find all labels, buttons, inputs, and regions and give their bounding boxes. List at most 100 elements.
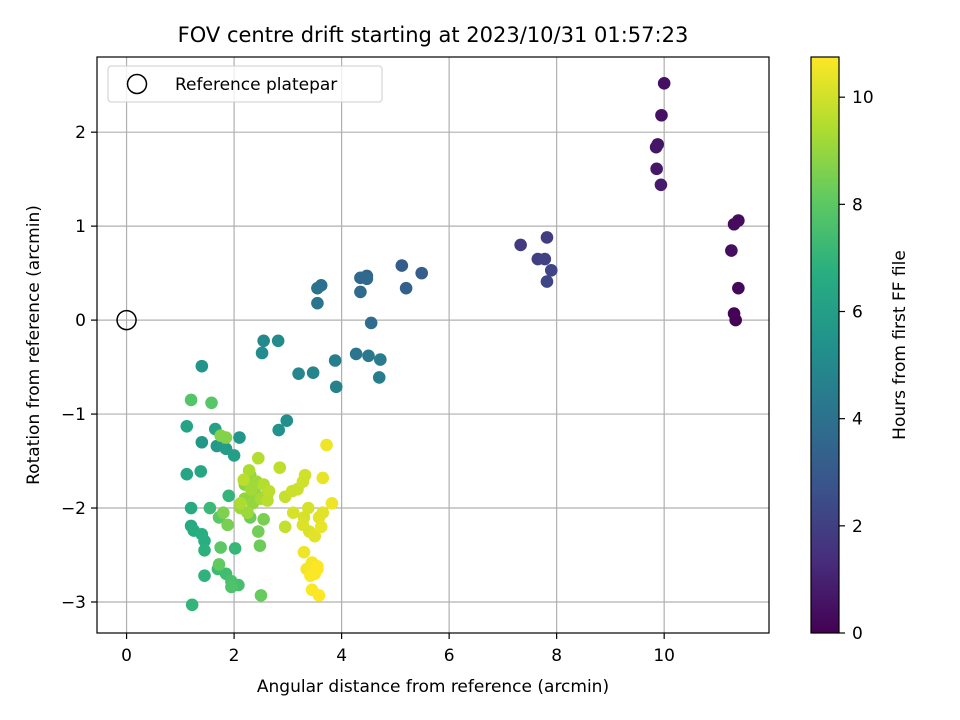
data-point: [278, 520, 292, 534]
legend: Reference platepar: [107, 65, 383, 103]
data-point: [221, 518, 234, 532]
x-tick-label: 6: [444, 646, 455, 666]
data-point: [654, 178, 668, 192]
data-point: [301, 501, 315, 515]
data-point: [395, 259, 409, 272]
data-point: [732, 281, 745, 295]
colorbar-frame: [810, 56, 840, 634]
data-point: [233, 431, 246, 444]
colorbar-tick-label: 2: [852, 517, 863, 537]
data-point: [312, 589, 326, 602]
data-point: [650, 162, 663, 176]
data-point: [198, 544, 211, 557]
data-point: [374, 353, 387, 366]
data-point: [657, 77, 671, 90]
data-point: [311, 559, 324, 573]
data-point: [242, 464, 256, 477]
data-point: [349, 347, 363, 361]
data-point: [314, 520, 328, 534]
colorbar-tick-label: 6: [852, 303, 863, 323]
data-point: [214, 429, 227, 442]
data-point: [180, 467, 194, 481]
x-tick-label: 0: [121, 646, 132, 666]
y-tick-label: −3: [61, 593, 86, 613]
data-point: [227, 449, 241, 462]
data-point: [725, 244, 738, 257]
legend-marker-icon: [126, 73, 148, 95]
data-point: [364, 316, 378, 330]
data-point: [292, 367, 305, 380]
data-point: [217, 506, 230, 520]
colorbar-tick-label: 0: [852, 624, 863, 644]
data-point: [180, 419, 194, 433]
data-point: [360, 272, 374, 286]
data-point: [298, 468, 312, 482]
data-point: [262, 484, 276, 498]
data-point: [727, 217, 741, 231]
data-point: [251, 525, 265, 538]
colorbar-tick-label: 4: [852, 410, 863, 430]
data-point: [257, 513, 270, 526]
data-point: [222, 489, 236, 503]
data-point: [372, 371, 386, 384]
data-point: [203, 501, 217, 515]
data-point: [184, 393, 198, 407]
data-point: [544, 263, 558, 277]
data-point: [195, 359, 209, 373]
y-tick-label: 0: [75, 311, 86, 331]
data-point: [198, 569, 211, 582]
scatter-points: [180, 77, 745, 612]
data-point: [185, 598, 199, 612]
data-point: [329, 380, 343, 394]
data-point: [311, 281, 324, 295]
data-point: [354, 285, 367, 299]
data-point: [253, 539, 267, 552]
data-point: [205, 396, 218, 410]
data-point: [234, 497, 247, 510]
x-axis-ticks: 0 2 4 6 8 10: [121, 633, 675, 666]
colorbar: [811, 57, 839, 633]
data-point: [254, 589, 268, 602]
y-axis-label: Rotation from reference (arcmin): [24, 205, 44, 485]
data-point: [514, 238, 527, 252]
x-axis-label: Angular distance from reference (arcmin): [257, 677, 609, 697]
y-tick-label: −1: [61, 405, 86, 425]
data-point: [729, 313, 742, 327]
data-point: [306, 366, 320, 380]
data-point: [362, 349, 375, 363]
data-point: [325, 497, 339, 510]
colorbar-label: Hours from first FF file: [890, 250, 910, 440]
y-tick-label: 2: [75, 123, 86, 143]
data-point: [225, 580, 238, 594]
data-point: [308, 529, 322, 543]
data-point: [255, 346, 269, 360]
data-point: [649, 140, 663, 154]
x-tick-label: 8: [551, 646, 562, 666]
x-tick-label: 4: [336, 646, 347, 666]
data-point: [214, 541, 227, 554]
data-point: [415, 266, 429, 280]
data-point: [311, 296, 324, 310]
data-point: [286, 506, 300, 520]
x-tick-label: 2: [229, 646, 240, 666]
y-axis-ticks: −3 −2 −1 0 1 2: [61, 123, 97, 613]
data-point: [194, 465, 208, 478]
data-point: [271, 334, 285, 348]
colorbar-tick-label: 8: [852, 195, 863, 215]
colorbar-ticks: 0 2 4 6 8 10: [839, 88, 874, 644]
data-point: [540, 231, 554, 244]
data-point: [195, 435, 209, 449]
data-point: [316, 506, 330, 520]
data-point: [228, 542, 242, 555]
data-point: [184, 501, 198, 515]
plot-frame: [96, 56, 770, 634]
data-point: [538, 252, 552, 266]
chart-title: FOV centre drift starting at 2023/10/31 …: [178, 23, 689, 47]
data-point: [251, 451, 265, 465]
data-point: [273, 461, 287, 474]
y-tick-label: 1: [75, 217, 86, 237]
data-point: [320, 438, 333, 452]
data-point: [241, 506, 254, 520]
